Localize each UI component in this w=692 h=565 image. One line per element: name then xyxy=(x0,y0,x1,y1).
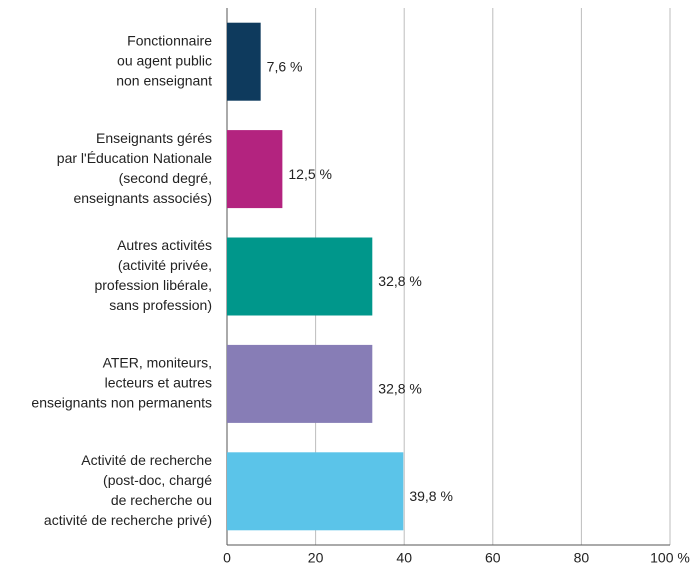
value-label: 7,6 % xyxy=(267,58,303,74)
bar xyxy=(227,237,373,316)
category-label: ou agent public xyxy=(117,52,212,68)
x-tick-label: 60 xyxy=(485,550,501,565)
category-label: par l'Éducation Nationale xyxy=(57,150,212,166)
category-label: enseignants associés) xyxy=(73,190,212,206)
category-label: (second degré, xyxy=(119,170,212,186)
bar xyxy=(227,344,373,423)
category-label: de recherche ou xyxy=(111,492,212,508)
value-label: 12,5 % xyxy=(288,166,332,182)
category-label: lecteurs et autres xyxy=(105,375,212,391)
x-tick-label: 0 xyxy=(223,550,231,565)
bar xyxy=(227,452,404,531)
category-label: sans profession) xyxy=(109,297,212,313)
x-tick-label: 80 xyxy=(574,550,590,565)
x-tick-label: 20 xyxy=(308,550,324,565)
value-label: 39,8 % xyxy=(409,488,453,504)
category-label: Activité de recherche xyxy=(81,452,212,468)
category-label: ATER, moniteurs, xyxy=(103,355,212,371)
x-tick-label: 100 % xyxy=(650,550,690,565)
x-tick-label: 40 xyxy=(396,550,412,565)
category-label: activité de recherche privé) xyxy=(44,512,212,528)
category-label: (post-doc, chargé xyxy=(103,472,212,488)
bar xyxy=(227,22,261,101)
value-label: 32,8 % xyxy=(378,381,422,397)
category-label: (activité privée, xyxy=(118,257,212,273)
category-label: enseignants non permanents xyxy=(31,395,212,411)
category-label: non enseignant xyxy=(116,72,212,88)
category-label: Fonctionnaire xyxy=(127,32,212,48)
bar xyxy=(227,130,283,209)
value-label: 32,8 % xyxy=(378,273,422,289)
category-label: Autres activités xyxy=(117,237,212,253)
category-label: Enseignants gérés xyxy=(96,130,212,146)
category-label: profession libérale, xyxy=(94,277,212,293)
